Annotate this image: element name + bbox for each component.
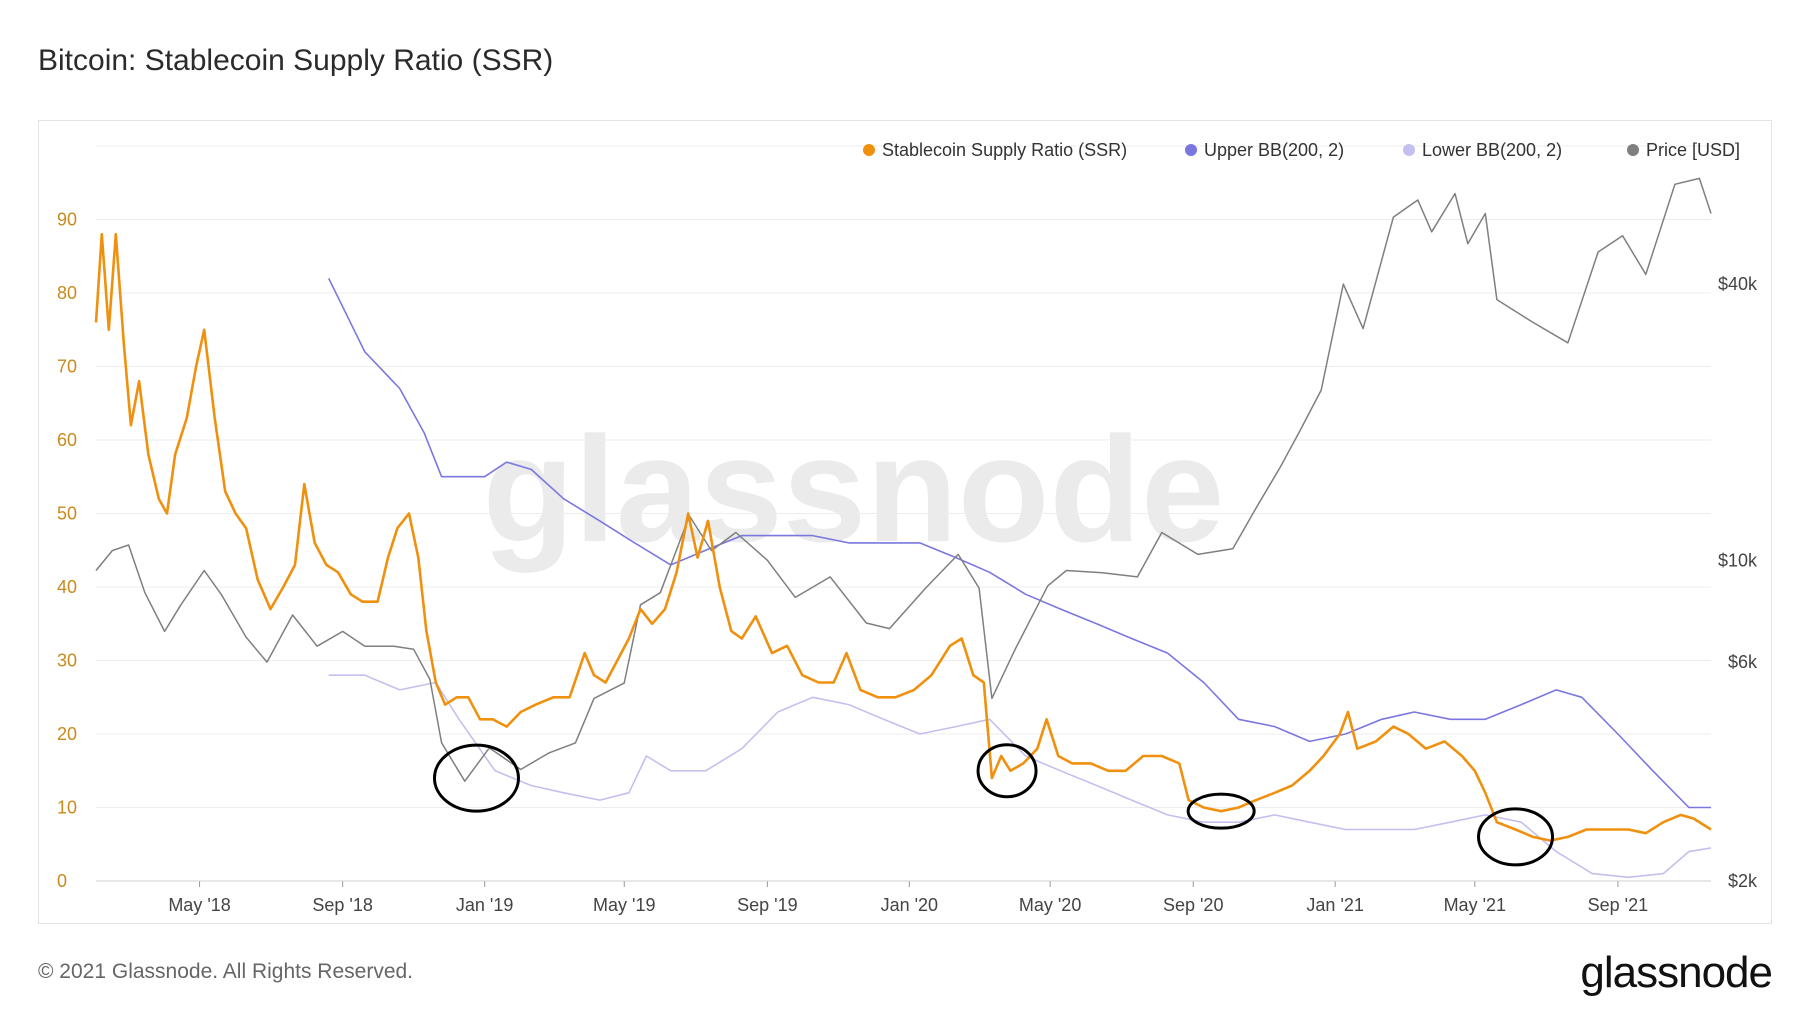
y-left-tick-label: 80 [57,283,77,303]
ssr-series-line [94,232,1712,842]
chart-frame: glassnode 0 10 20 30 40 50 60 70 80 90 $2k $6k $10k $4… [38,120,1772,924]
x-tick-label: May '21 [1444,895,1506,915]
legend-dot [1403,144,1415,156]
y-left-tick-label: 50 [57,504,77,524]
x-tick-label: Sep '20 [1163,895,1224,915]
x-tick-label: May '18 [168,895,230,915]
x-tick-label: Jan '19 [456,895,513,915]
chart-svg: glassnode 0 10 20 30 40 50 60 70 80 90 $2k $6k $10k $4… [57,140,1758,915]
price-series-line [95,177,1712,782]
y-left-tick-label: 70 [57,357,77,377]
x-tick-label: Sep '19 [737,895,798,915]
x-tick-label: Sep '18 [312,895,373,915]
y-left-tick-label: 20 [57,724,77,744]
x-tick-label: May '19 [593,895,655,915]
page-title: Bitcoin: Stablecoin Supply Ratio (SSR) [38,44,554,77]
x-tick-label: Jan '20 [881,895,938,915]
x-tick-label: Jan '21 [1306,895,1363,915]
legend-label[interactable]: Stablecoin Supply Ratio (SSR) [882,140,1127,160]
y-left-tick-label: 10 [57,798,77,818]
upper-bb-series-line [327,277,1711,809]
annotation-circle [1186,792,1256,830]
legend-label[interactable]: Upper BB(200, 2) [1204,140,1344,160]
legend-dot [863,144,875,156]
annotation-circle [1477,807,1555,867]
y-right-tick-label: $10k [1718,550,1758,570]
y-right-tick-label: $2k [1728,871,1758,891]
y-left-tick-label: 40 [57,577,77,597]
watermark-text: glassnode [483,405,1225,573]
x-tick-label: May '20 [1019,895,1081,915]
annotation-circle [432,743,520,813]
legend-label[interactable]: Price [USD] [1646,140,1740,160]
y-right-tick-label: $40k [1718,274,1758,294]
y-left-tick-label: 60 [57,430,77,450]
x-tick-label: Sep '21 [1588,895,1649,915]
y-right-tick-label: $6k [1728,652,1758,672]
copyright-text: © 2021 Glassnode. All Rights Reserved. [38,960,414,983]
legend-label[interactable]: Lower BB(200, 2) [1422,140,1562,160]
y-left-tick-label: 30 [57,651,77,671]
legend-dot [1627,144,1639,156]
y-left-tick-label: 0 [57,871,67,891]
annotation-circle [976,743,1038,799]
legend-dot [1185,144,1197,156]
glassnode-logo: glassnode [1580,948,1773,997]
y-left-tick-label: 90 [57,210,77,230]
